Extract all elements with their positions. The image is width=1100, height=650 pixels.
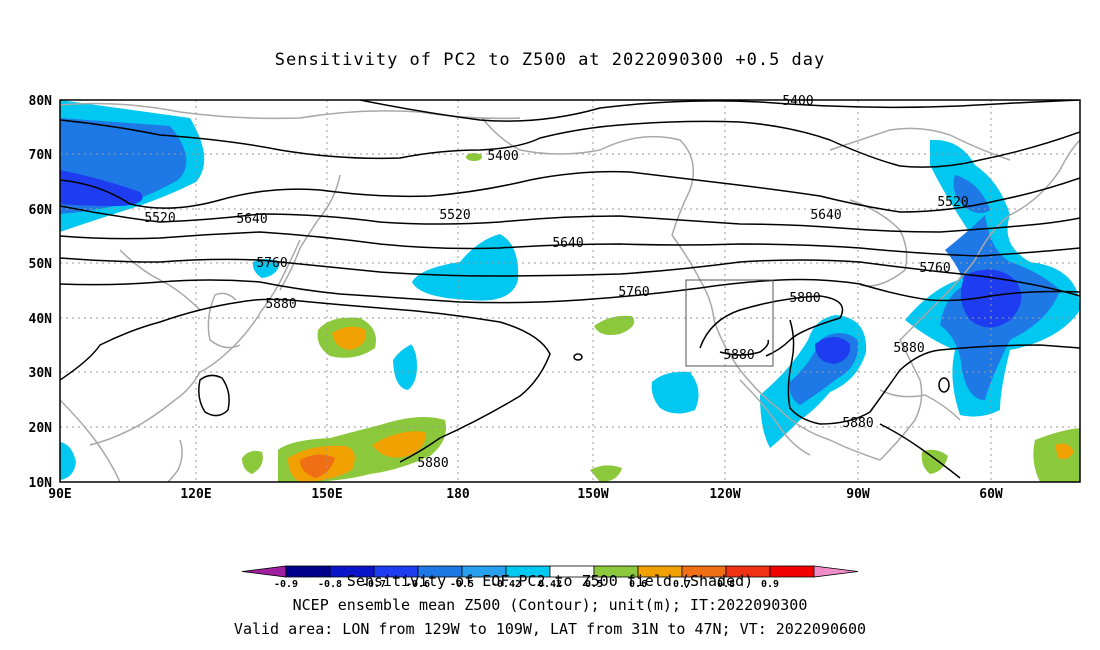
x-tick-label: 120W <box>709 487 740 502</box>
shade-region-nw-asia-inner <box>60 170 143 206</box>
shade-region-atl-orange <box>1055 443 1074 460</box>
colorbar-label: 0.6 <box>629 579 647 590</box>
contour-label: 5880 <box>842 416 873 431</box>
valid-area-box <box>685 279 774 367</box>
y-tick-label: 80N <box>29 94 53 109</box>
colorbar-label: -0.6 <box>406 579 430 590</box>
shade-region-subtrop-red <box>300 454 335 478</box>
contour-label: 5880 <box>265 297 296 312</box>
x-tick-label: 150W <box>577 487 608 502</box>
x-axis: 90E 120E 150E 180 150W 120W 90W 60W <box>48 487 1003 502</box>
contour-label: 5880 <box>723 348 754 363</box>
colorbar-label: 0.42 <box>538 579 562 590</box>
shade-region-japan-blue <box>252 259 280 278</box>
shade-region-green-mid <box>594 315 635 335</box>
contour-label: 5520 <box>439 208 470 223</box>
shade-region-gulf-core <box>815 337 851 364</box>
shaded-sensitivity-layer <box>60 100 1080 482</box>
shade-region-wpac-orange <box>332 326 367 350</box>
y-tick-label: 30N <box>29 366 53 381</box>
x-tick-label: 90E <box>48 487 71 502</box>
x-tick-label: 60W <box>979 487 1003 502</box>
coastlines <box>60 102 1080 482</box>
contour-label: 5880 <box>789 291 820 306</box>
shade-region-subtrop-orange2 <box>372 431 426 458</box>
shade-region-left-edge <box>60 442 76 480</box>
shade-region-carib-green <box>921 449 948 474</box>
shade-region-green-south <box>590 465 622 482</box>
shade-region-epac-blue <box>651 371 699 414</box>
shade-region-bering-green <box>466 153 482 161</box>
plot-title: Sensitivity of PC2 to Z500 at 2022090300… <box>274 50 826 70</box>
y-tick-label: 50N <box>29 257 53 272</box>
contour-label: 5640 <box>236 212 267 227</box>
shade-region-green-small <box>242 450 263 474</box>
x-tick-label: 120E <box>180 487 211 502</box>
contour-label: 5760 <box>919 261 950 276</box>
y-tick-label: 60N <box>29 203 53 218</box>
contour-label: 5400 <box>782 94 813 109</box>
colorbar-label: 0.5 <box>585 579 603 590</box>
colorbar-label: -0.5 <box>450 579 474 590</box>
x-tick-label: 180 <box>446 487 470 502</box>
shade-region-npac-blue <box>412 234 519 301</box>
shade-region-atl-green <box>1033 428 1080 482</box>
contour-label: 5640 <box>552 236 583 251</box>
footer-line-1: Sensitivity of EOF PC2 to Z500 field (Sh… <box>346 572 754 590</box>
z500-contours <box>60 100 1080 479</box>
y-axis: 10N 20N 30N 40N 50N 60N 70N 80N <box>29 94 53 491</box>
map-frame <box>59 99 1081 483</box>
colorbar-label: 0.8 <box>717 579 735 590</box>
shade-region-midpac-blue <box>393 344 417 390</box>
contour-label: 5640 <box>810 208 841 223</box>
colorbar-label: -0.9 <box>274 579 298 590</box>
colorbar-label: -0.42 <box>491 579 521 590</box>
footer-line-2: NCEP ensemble mean Z500 (Contour); unit(… <box>292 596 808 614</box>
x-tick-label: 150E <box>311 487 342 502</box>
contour-label: 5760 <box>618 285 649 300</box>
colorbar-label: -0.8 <box>318 579 342 590</box>
y-tick-label: 70N <box>29 148 53 163</box>
y-tick-label: 20N <box>29 421 53 436</box>
gridlines <box>60 100 1080 482</box>
colorbar: -0.9 -0.8 -0.7 -0.6 -0.5 -0.42 0.42 0.5 0.6 0.7 0.… <box>241 565 859 590</box>
colorbar-label: 0.9 <box>761 579 779 590</box>
contour-label: 5520 <box>144 211 175 226</box>
y-tick-label: 40N <box>29 312 53 327</box>
contour-labels: 5400 5400 5520 5520 5520 5640 5640 5640 … <box>144 94 968 471</box>
colorbar-label: 0.7 <box>673 579 691 590</box>
contour-label: 5880 <box>893 341 924 356</box>
y-tick-label: 10N <box>29 476 53 491</box>
contour-label: 5520 <box>937 195 968 210</box>
contour-label: 5400 <box>487 149 518 164</box>
contour-label: 5880 <box>417 456 448 471</box>
contour-label: 5760 <box>256 256 287 271</box>
colorbar-label: -0.7 <box>362 579 386 590</box>
colorbar-segment <box>813 565 859 578</box>
footer-line-3: Valid area: LON from 129W to 109W, LAT f… <box>233 620 867 638</box>
x-tick-label: 90W <box>846 487 870 502</box>
